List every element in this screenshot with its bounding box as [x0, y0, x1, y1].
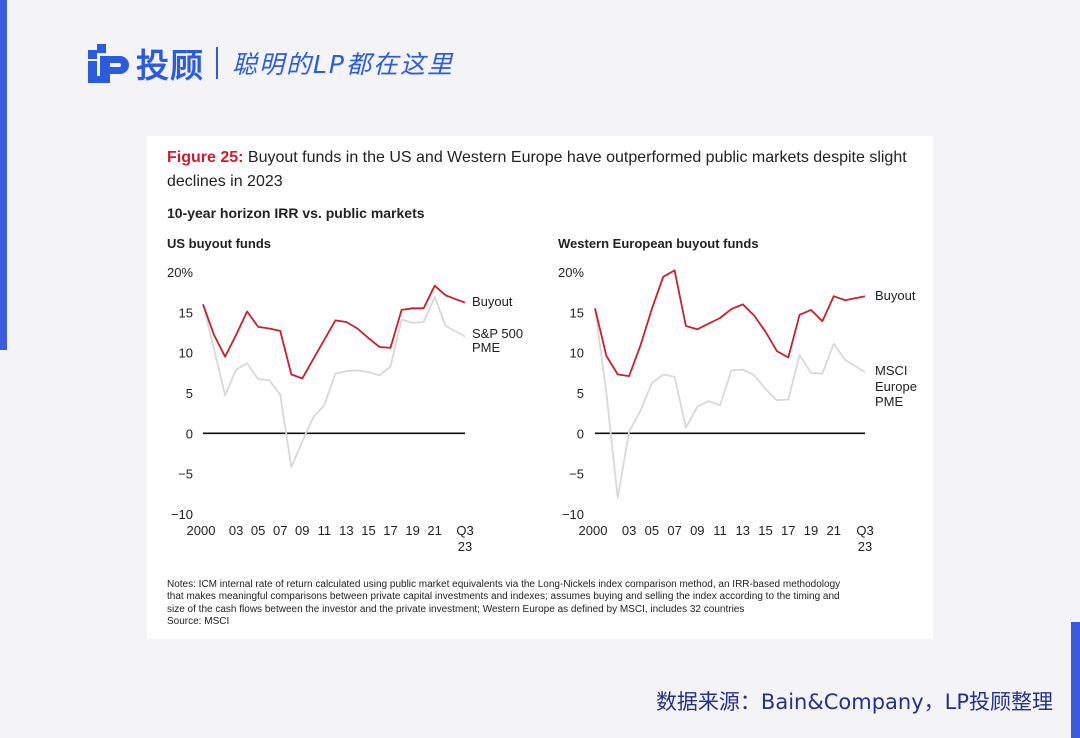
series-label: PME: [472, 340, 501, 355]
x-tick-label: 15: [758, 523, 772, 538]
y-tick-label: −5: [178, 467, 193, 482]
pme-series-line: [202, 296, 466, 469]
y-tick-label: 15: [570, 305, 584, 320]
chart-title: US buyout funds: [167, 236, 271, 251]
buyout-series-line: [202, 284, 466, 380]
x-tick-label: Q3: [456, 523, 473, 538]
series-label: PME: [875, 394, 904, 409]
x-tick-label: 05: [645, 523, 659, 538]
notes-line: size of the cash flows between the inves…: [167, 603, 745, 615]
x-tick-label: 11: [713, 523, 727, 538]
y-tick-label: −10: [562, 507, 584, 522]
x-tick-label: 2000: [187, 523, 216, 538]
figure-title: Figure 25: Buyout funds in the US and We…: [167, 146, 907, 194]
x-tick-label: 23: [858, 539, 872, 554]
y-tick-label: 0: [577, 426, 584, 441]
left-accent-bar: [0, 0, 7, 350]
series-label: S&P 500: [472, 326, 523, 341]
figure-label: Figure 25:: [167, 149, 244, 166]
series-label: Europe: [875, 379, 917, 394]
x-tick-label: 15: [361, 523, 375, 538]
x-tick-label: 19: [804, 523, 818, 538]
x-tick-label: 09: [690, 523, 704, 538]
y-tick-label: 10: [179, 346, 193, 361]
chart-title: Western European buyout funds: [558, 236, 759, 251]
x-tick-label: 03: [622, 523, 636, 538]
brand-name: 投顾: [136, 46, 204, 85]
y-tick-label: 5: [186, 386, 193, 401]
brand-header: 投顾 聪明的LP都在这里: [86, 40, 454, 86]
y-tick-label: −5: [569, 467, 584, 482]
notes-line: Notes: ICM internal rate of return calcu…: [167, 579, 841, 590]
x-tick-label: 09: [295, 523, 309, 538]
x-tick-label: 07: [667, 523, 681, 538]
x-tick-label: Q3: [856, 523, 873, 538]
figure-subtitle: 10-year horizon IRR vs. public markets: [167, 205, 425, 221]
figure-card: Figure 25: Buyout funds in the US and We…: [147, 136, 933, 639]
x-tick-label: 21: [827, 523, 841, 538]
x-tick-label: 17: [383, 523, 397, 538]
x-tick-label: 05: [251, 523, 265, 538]
y-tick-label: 15: [179, 305, 193, 320]
series-label: Buyout: [472, 294, 513, 309]
brand-divider: [216, 47, 218, 79]
series-label: Buyout: [875, 288, 916, 303]
x-tick-label: 2000: [579, 523, 608, 538]
notes: Notes: ICM internal rate of return calcu…: [167, 579, 927, 628]
y-tick-label: 10: [570, 346, 584, 361]
x-tick-label: 03: [229, 523, 243, 538]
y-tick-label: 20%: [167, 265, 193, 280]
x-tick-label: 07: [273, 523, 287, 538]
series-label: MSCI: [875, 363, 908, 378]
x-tick-label: 21: [427, 523, 441, 538]
x-tick-label: 19: [405, 523, 419, 538]
pme-series-line: [594, 308, 866, 499]
figure-title-text: Buyout funds in the US and Western Europ…: [167, 149, 907, 190]
y-tick-label: 0: [186, 426, 193, 441]
x-tick-label: 17: [781, 523, 795, 538]
y-tick-label: −10: [171, 507, 193, 522]
footer-source: 数据来源：Bain&Company，LP投顾整理: [655, 690, 1053, 714]
y-tick-label: 20%: [558, 265, 584, 280]
notes-source: Source: MSCI: [167, 615, 230, 627]
lp-logo-icon: [86, 40, 132, 86]
x-tick-label: 13: [339, 523, 353, 538]
x-tick-label: 13: [736, 523, 750, 538]
brand-slogan: 聪明的LP都在这里: [232, 50, 455, 79]
right-accent-bar: [1071, 622, 1080, 738]
notes-line: that makes meaningful comparisons betwee…: [167, 591, 840, 603]
x-tick-label: 11: [318, 523, 332, 538]
x-tick-label: 23: [458, 539, 472, 554]
buyout-series-line: [594, 269, 866, 378]
y-tick-label: 5: [577, 386, 584, 401]
